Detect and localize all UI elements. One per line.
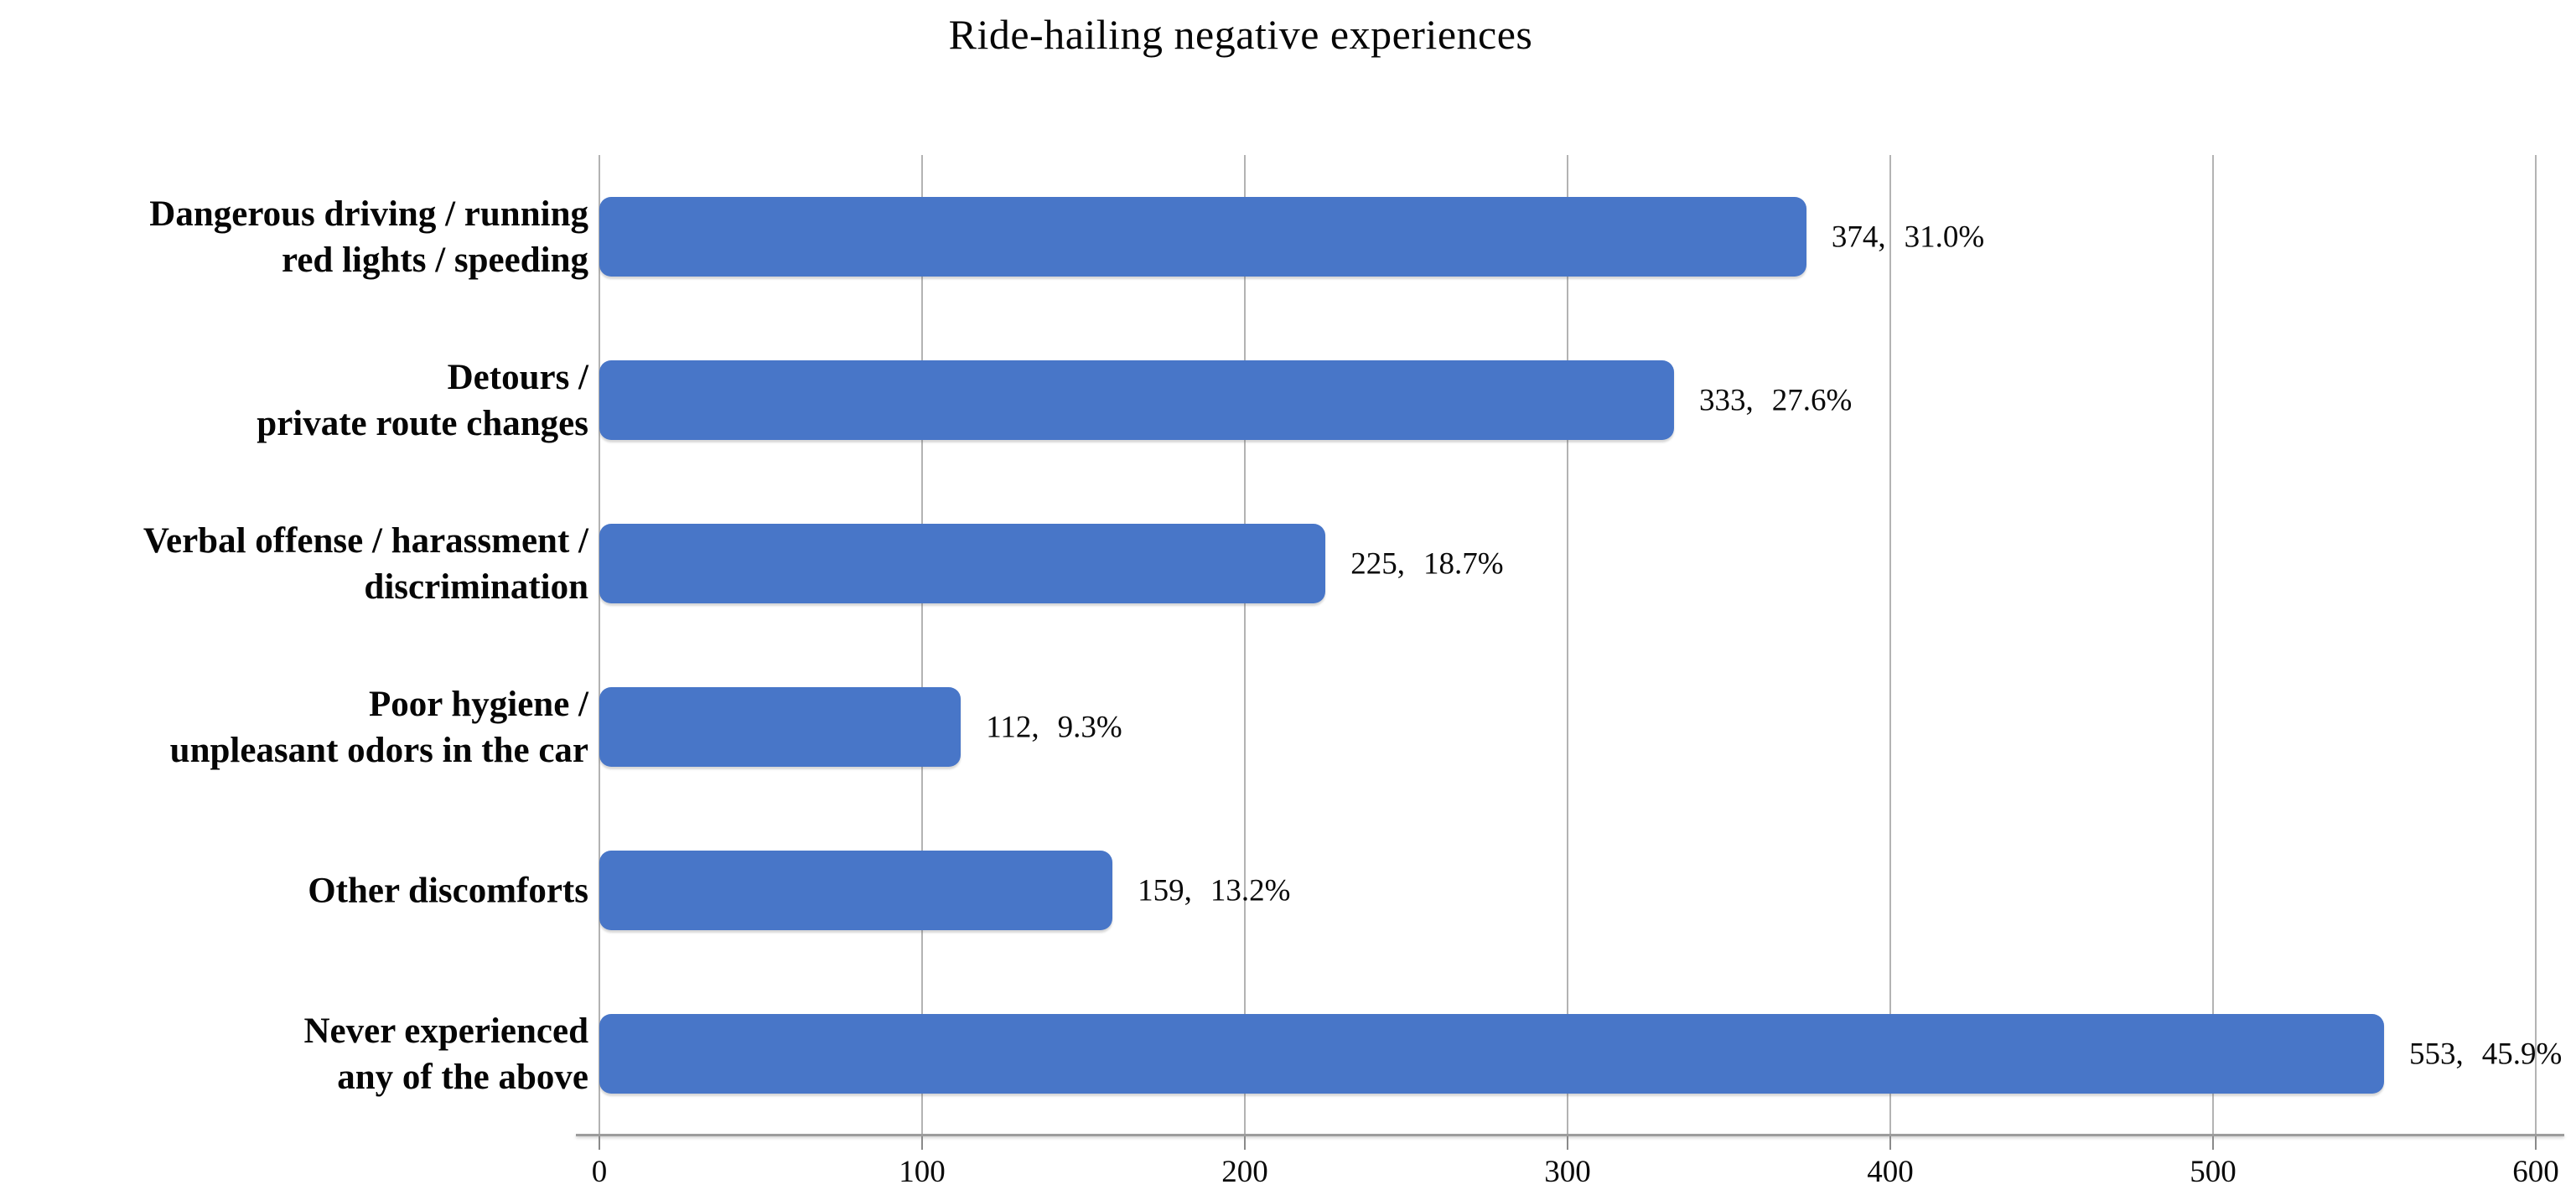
x-axis-tick-label: 300 xyxy=(1544,1155,1591,1189)
x-axis-tick-label: 500 xyxy=(2190,1155,2237,1189)
x-axis-tick-label: 200 xyxy=(1221,1155,1268,1189)
category-label-line: Dangerous driving / running xyxy=(149,194,588,234)
category-label-line: Poor hygiene / xyxy=(369,684,588,724)
bar xyxy=(599,851,1113,930)
x-axis-tick-mark xyxy=(921,1136,923,1150)
bar-value-percent: 13.2% xyxy=(1210,873,1291,908)
bar-value-count: 333, xyxy=(1699,383,1754,417)
category-label: Verbal offense / harassment / discriminat… xyxy=(143,518,588,610)
category-label: Never experienced any of the above xyxy=(304,1008,589,1100)
bar xyxy=(599,1014,2385,1094)
bar-value-label: 159, 13.2% xyxy=(1138,872,1290,908)
bar-value-label: 225, 18.7% xyxy=(1350,546,1503,582)
category-label-line: discrimination xyxy=(364,566,588,607)
bar-value-label: 553, 45.9% xyxy=(2409,1036,2562,1072)
category-label: Dangerous driving / running red lights / … xyxy=(149,191,588,283)
x-axis-tick-mark xyxy=(2212,1136,2214,1150)
gridline xyxy=(599,155,600,1136)
gridline xyxy=(2535,155,2537,1136)
x-axis-tick-mark xyxy=(1244,1136,1246,1150)
chart-title: Ride-hailing negative experiences xyxy=(948,11,1533,58)
bar-value-count: 553, xyxy=(2409,1037,2464,1071)
bar xyxy=(599,197,1806,277)
x-axis-tick-label: 400 xyxy=(1867,1155,1914,1189)
x-axis-tick-label: 100 xyxy=(899,1155,946,1189)
bar-value-label: 333, 27.6% xyxy=(1699,382,1852,418)
category-label-line: red lights / speeding xyxy=(282,240,588,280)
gridline xyxy=(1244,155,1246,1136)
category-label: Other discomforts xyxy=(308,867,588,913)
category-label-line: Verbal offense / harassment / xyxy=(143,520,588,561)
bar-value-count: 159, xyxy=(1138,873,1192,908)
bar-value-percent: 9.3% xyxy=(1057,710,1122,744)
category-label-line: Other discomforts xyxy=(308,871,588,910)
x-axis-tick-mark xyxy=(1567,1136,1568,1150)
bar xyxy=(599,524,1326,603)
x-axis-tick-label: 0 xyxy=(591,1155,608,1189)
gridline xyxy=(1567,155,1568,1136)
bar-value-percent: 31.0% xyxy=(1904,220,1985,254)
bar-value-percent: 45.9% xyxy=(2481,1037,2563,1071)
x-axis-line xyxy=(576,1134,2564,1136)
bar-value-count: 225, xyxy=(1350,546,1405,581)
category-label-line: Detours / xyxy=(447,357,588,397)
category-label-line: any of the above xyxy=(337,1057,588,1097)
gridline xyxy=(1889,155,1891,1136)
plot-area: 0 100 200 300 400 500 600 374, 31.0% 333, 27.6% 22… xyxy=(576,155,2564,1189)
category-label-line: private route changes xyxy=(257,403,588,443)
x-axis-tick-mark xyxy=(599,1136,600,1150)
category-label: Detours / private route changes xyxy=(257,354,588,447)
bar xyxy=(599,687,961,767)
bar-value-percent: 27.6% xyxy=(1771,383,1853,417)
bar-value-percent: 18.7% xyxy=(1423,546,1504,581)
x-axis-tick-mark xyxy=(1889,1136,1891,1150)
bar-value-label: 112, 9.3% xyxy=(986,709,1122,745)
gridline xyxy=(921,155,923,1136)
category-label-line: Never experienced xyxy=(303,1011,589,1051)
gridline xyxy=(2212,155,2214,1136)
bar-value-count: 374, xyxy=(1831,220,1886,254)
category-label: Poor hygiene / unpleasant odors in the ca… xyxy=(170,681,588,773)
x-axis-tick-label: 600 xyxy=(2512,1155,2559,1189)
category-label-line: unpleasant odors in the car xyxy=(169,730,588,770)
bar-value-count: 112, xyxy=(986,710,1039,744)
x-axis-tick-mark xyxy=(2535,1136,2537,1150)
bar-value-label: 374, 31.0% xyxy=(1832,219,1984,255)
bar xyxy=(599,360,1675,440)
